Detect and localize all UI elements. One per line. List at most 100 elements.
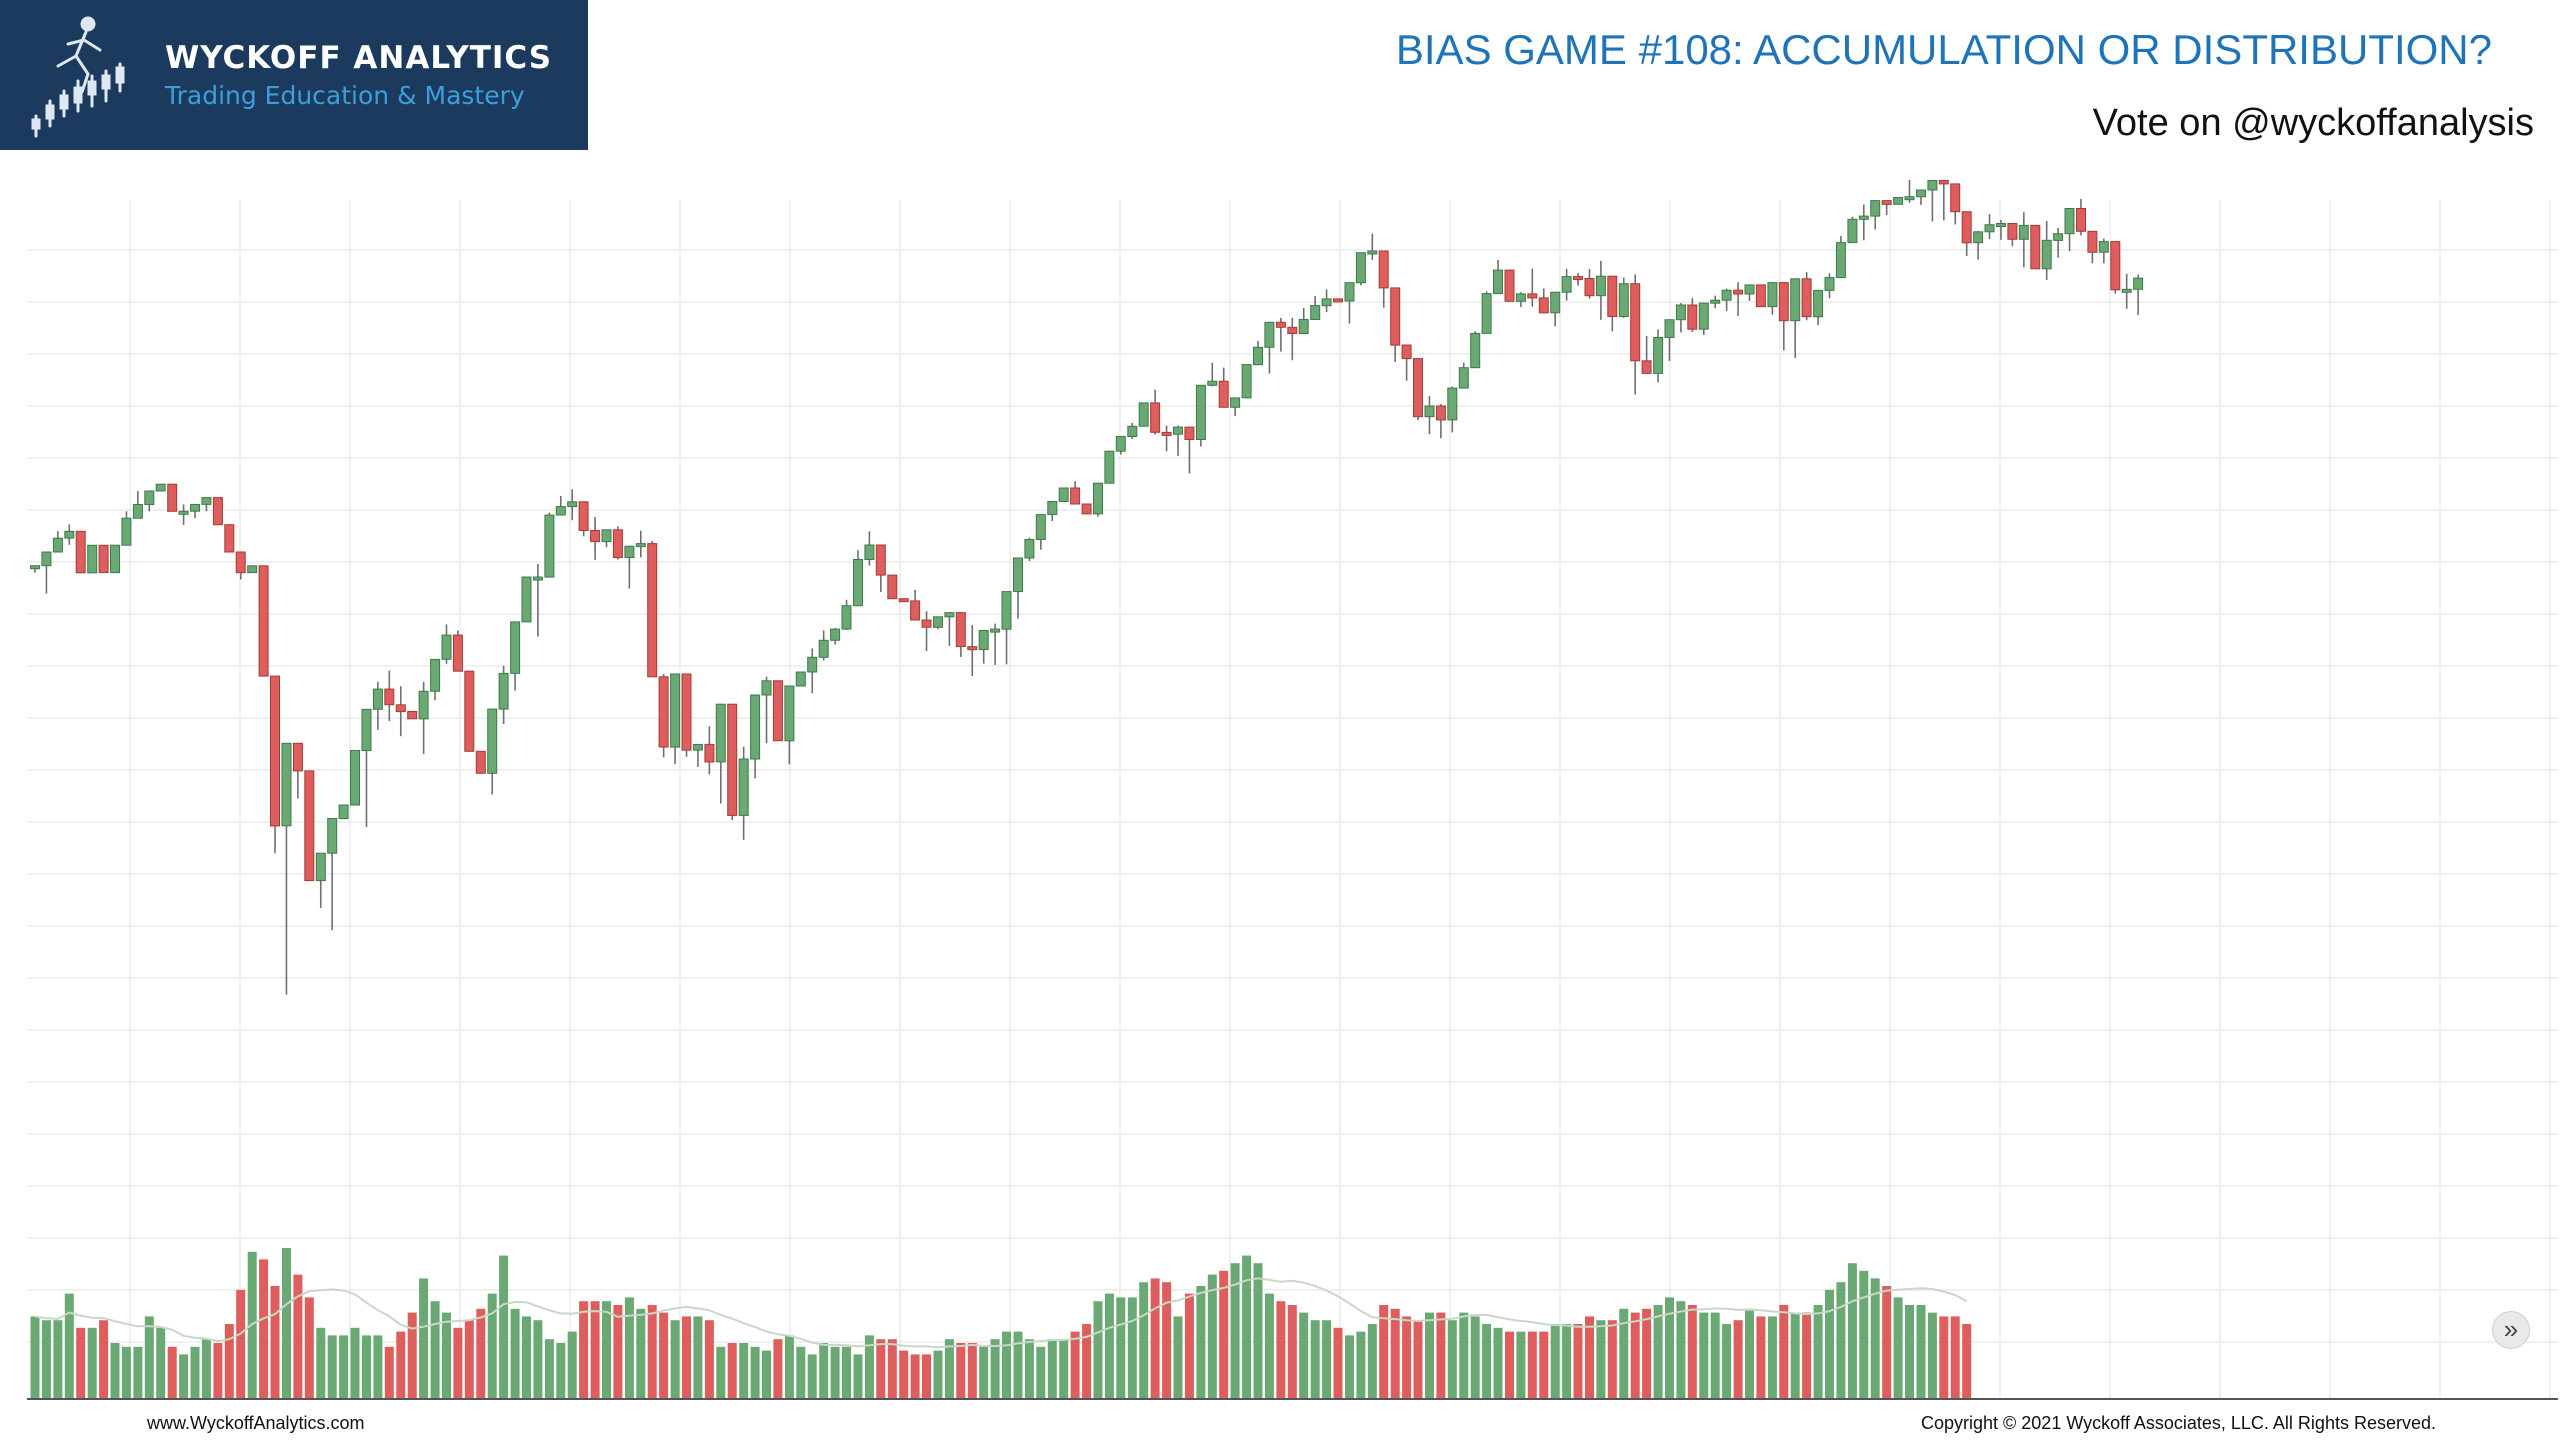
candle bbox=[567, 489, 578, 521]
candle bbox=[1047, 501, 1058, 521]
candle bbox=[1973, 230, 1984, 260]
volume-bar bbox=[76, 1327, 86, 1400]
volume-bar bbox=[1436, 1312, 1446, 1400]
candle-body bbox=[704, 743, 715, 763]
candle-body bbox=[727, 703, 738, 816]
candle bbox=[201, 497, 212, 512]
volume-bar bbox=[1870, 1278, 1880, 1400]
volume-bar bbox=[1722, 1324, 1732, 1400]
volume-bar bbox=[1653, 1305, 1663, 1400]
candle bbox=[1584, 269, 1595, 299]
candle bbox=[1458, 362, 1469, 389]
candle-body bbox=[1515, 293, 1526, 302]
candle bbox=[41, 551, 52, 594]
candle bbox=[1767, 282, 1778, 315]
candle-body bbox=[2087, 230, 2098, 253]
candle bbox=[990, 623, 1001, 665]
volume-bar bbox=[967, 1343, 977, 1400]
volume-bar bbox=[201, 1339, 211, 1400]
candle bbox=[818, 630, 829, 661]
candle-body bbox=[1218, 380, 1229, 408]
candle-body bbox=[750, 694, 761, 760]
candle-body bbox=[1790, 278, 1801, 322]
volume-bar bbox=[1024, 1339, 1034, 1400]
candle-body bbox=[898, 598, 909, 603]
candle-body bbox=[658, 676, 669, 748]
volume-bar bbox=[1596, 1320, 1606, 1400]
candle bbox=[1264, 321, 1275, 374]
volume-bar bbox=[1847, 1263, 1857, 1400]
candle-body bbox=[1835, 242, 1846, 279]
candle-body bbox=[1253, 346, 1263, 366]
volume-bar bbox=[1550, 1324, 1560, 1400]
candle bbox=[98, 544, 109, 574]
candle-body bbox=[1550, 291, 1561, 314]
candle-body bbox=[841, 605, 852, 630]
volume-bar bbox=[1230, 1263, 1240, 1400]
candle-body bbox=[1013, 557, 1023, 593]
candle bbox=[1813, 289, 1824, 326]
candle-body bbox=[944, 612, 955, 618]
candle bbox=[75, 530, 86, 574]
candle bbox=[1013, 557, 1023, 619]
candle bbox=[1253, 341, 1263, 366]
candle bbox=[1824, 273, 1835, 299]
volume-bar bbox=[762, 1350, 771, 1400]
candle-body bbox=[1184, 426, 1195, 441]
volume-bar bbox=[522, 1316, 531, 1400]
volume-bar bbox=[419, 1278, 429, 1400]
candle-body bbox=[1504, 269, 1515, 302]
candle-body bbox=[2030, 224, 2041, 270]
candle bbox=[452, 630, 463, 672]
candle-body bbox=[1996, 223, 2006, 227]
candle bbox=[1298, 308, 1309, 334]
candle bbox=[784, 685, 795, 765]
volume-bar bbox=[1859, 1270, 1869, 1400]
candle-body bbox=[875, 544, 886, 576]
candle bbox=[658, 674, 669, 758]
candle-body bbox=[361, 708, 372, 751]
volume-bar bbox=[1516, 1331, 1526, 1400]
volume-bar bbox=[602, 1301, 611, 1400]
scroll-right-button[interactable]: » bbox=[2492, 1311, 2530, 1349]
candle bbox=[864, 531, 875, 566]
candle-body bbox=[830, 628, 841, 641]
volume-bar bbox=[1082, 1324, 1092, 1400]
candle-body bbox=[1310, 305, 1321, 320]
candle-body bbox=[1104, 450, 1115, 484]
volume-bar bbox=[796, 1346, 806, 1400]
candle bbox=[52, 531, 63, 553]
candle-body bbox=[1916, 189, 1926, 198]
candle bbox=[270, 675, 280, 854]
candle-body bbox=[1481, 293, 1492, 334]
volume-bar bbox=[304, 1297, 314, 1400]
candle-body bbox=[1721, 289, 1732, 301]
website-link[interactable]: www.WyckoffAnalytics.com bbox=[147, 1413, 365, 1433]
candle bbox=[1344, 282, 1355, 324]
volume-bar bbox=[1927, 1312, 1937, 1400]
candle bbox=[350, 750, 360, 806]
candle bbox=[1218, 367, 1229, 408]
candle bbox=[1195, 384, 1206, 447]
candle-body bbox=[1275, 321, 1286, 328]
candle bbox=[2087, 230, 2098, 264]
volume-bar bbox=[1276, 1301, 1286, 1400]
candle-body bbox=[1710, 299, 1721, 304]
volume-bar bbox=[282, 1248, 291, 1400]
candle bbox=[1310, 295, 1321, 320]
volume-bar bbox=[487, 1293, 497, 1400]
volume-bar bbox=[1310, 1320, 1320, 1400]
candle-body bbox=[567, 501, 578, 508]
candle-body bbox=[1493, 269, 1503, 295]
volume-bar bbox=[339, 1335, 349, 1400]
volume-bar bbox=[1893, 1297, 1903, 1400]
candle bbox=[1093, 482, 1103, 517]
volume-bar bbox=[1253, 1263, 1263, 1400]
candle-body bbox=[1664, 319, 1675, 338]
volume-bar bbox=[99, 1320, 109, 1400]
candle bbox=[1527, 268, 1538, 307]
candle bbox=[1733, 282, 1744, 316]
candle bbox=[190, 503, 200, 519]
volume-bar bbox=[1219, 1270, 1229, 1400]
candle-body bbox=[1207, 380, 1218, 386]
